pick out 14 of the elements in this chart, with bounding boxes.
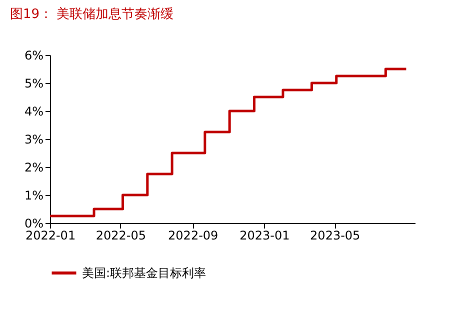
x-tick-label: 2022-01 [25,228,76,242]
y-tick-label: 2% [24,160,44,174]
chart-title: 图19： 美联储加息节奏渐缓 [10,6,174,22]
x-tick-label: 2022-05 [96,228,146,242]
x-tick-label: 2023-01 [240,228,290,242]
y-tick-label: 5% [24,76,44,90]
y-tick-label: 4% [24,104,44,118]
x-tick-label: 2023-05 [310,228,360,242]
x-tick-label: 2022-09 [168,228,218,242]
legend-label: 美国:联邦基金目标利率 [82,266,206,280]
y-tick-label: 0% [24,216,44,230]
y-tick-label: 6% [24,48,44,62]
y-tick-label: 1% [24,188,44,202]
y-tick-label: 3% [24,132,44,146]
